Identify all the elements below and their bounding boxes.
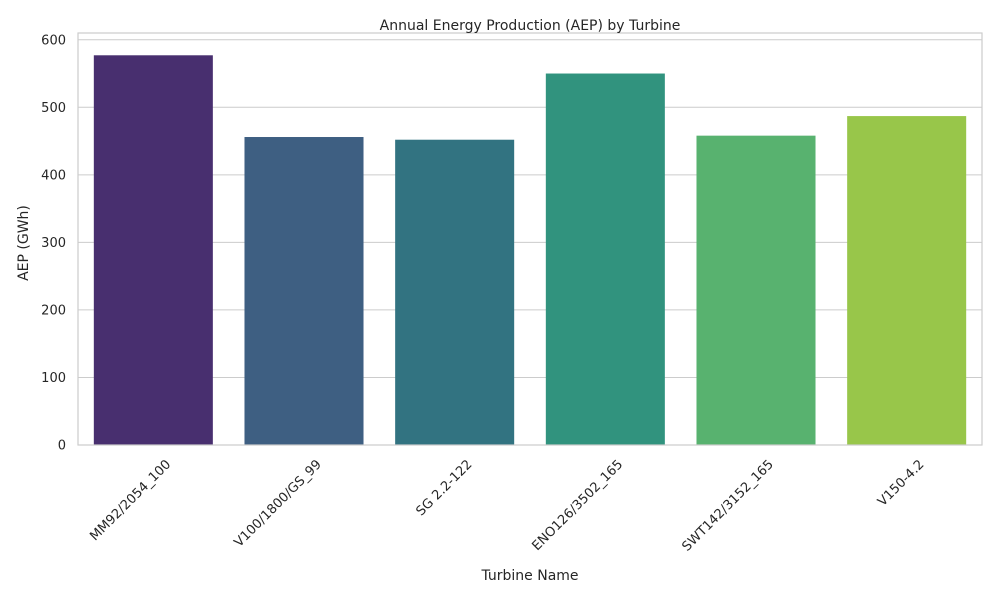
x-axis-label: Turbine Name: [480, 568, 578, 584]
y-tick-label: 400: [41, 168, 66, 183]
x-tick-label: SWT142/3152_165: [680, 457, 777, 554]
x-tick-label: V150-4.2: [875, 457, 927, 509]
bars: [93, 55, 967, 446]
y-tick-label: 200: [41, 303, 66, 318]
plot-frame: [77, 32, 983, 446]
x-tick-label: V100/1800/GS_99: [232, 457, 325, 550]
bar: [395, 139, 515, 445]
x-tick-labels: MM92/2054_100 V100/1800/GS_99 SG 2.2-122 EN…: [87, 457, 927, 554]
y-tick-label: 300: [41, 236, 66, 251]
bar: [545, 73, 665, 445]
y-tick-labels: 0 100 200 300 400 500 600: [41, 33, 66, 453]
y-tick-label: 500: [41, 101, 66, 116]
y-tick-label: 600: [41, 33, 66, 48]
x-tick-label: SG 2.2-122: [414, 457, 476, 519]
x-tick-label: MM92/2054_100: [87, 457, 174, 544]
bar: [847, 116, 967, 445]
bar: [93, 55, 213, 446]
grid-lines: [78, 39, 982, 446]
y-tick-label: 0: [58, 439, 66, 454]
x-tick-label: ENO126/3502_165: [529, 457, 626, 554]
bar: [244, 137, 364, 445]
y-tick-label: 100: [41, 371, 66, 386]
bar: [696, 135, 816, 445]
y-axis-label: AEP (GWh): [16, 205, 32, 281]
chart-title: Annual Energy Production (AEP) by Turbin…: [380, 18, 681, 34]
